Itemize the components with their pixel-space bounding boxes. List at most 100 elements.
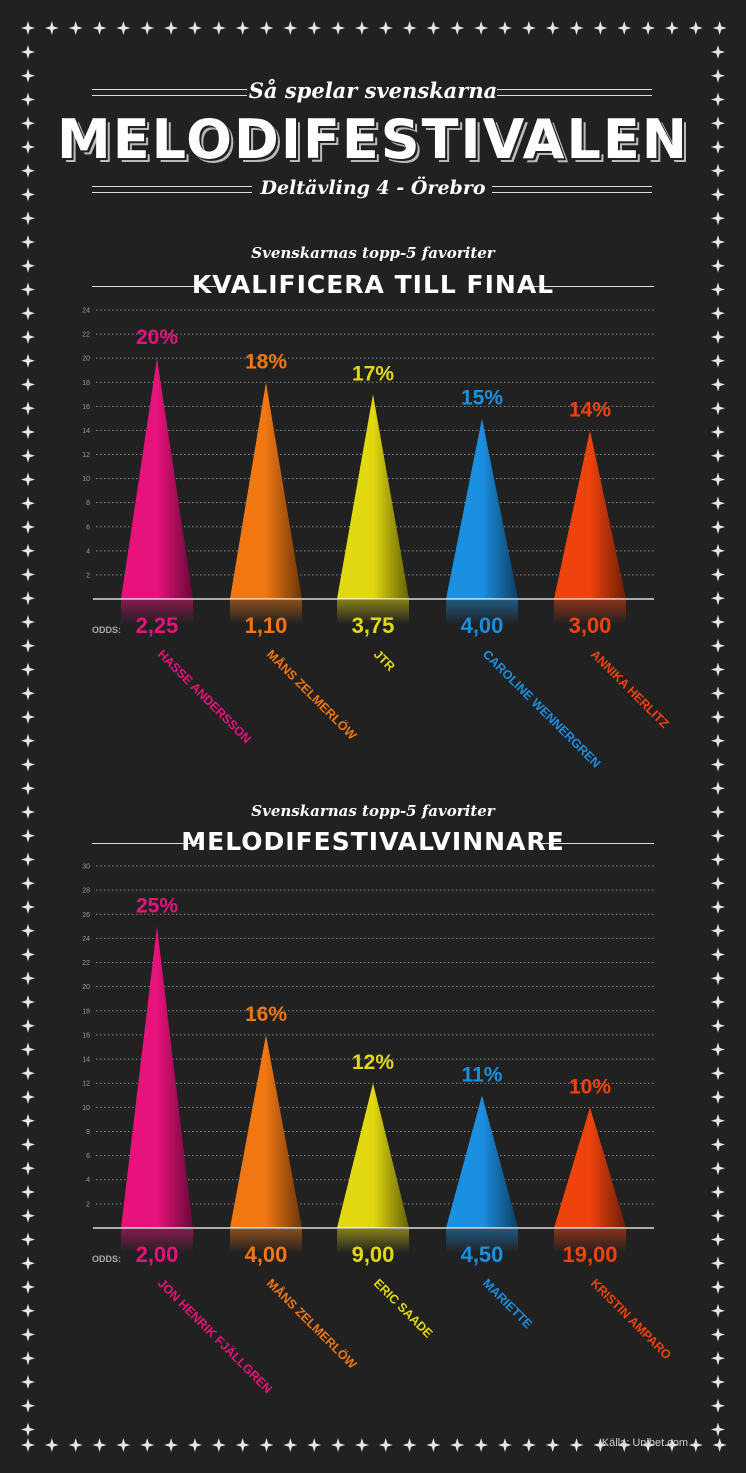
star-icon	[283, 1438, 298, 1452]
header-rule-top-left	[92, 89, 247, 96]
y-tick-label: 24	[82, 936, 90, 943]
y-tick-label: 18	[82, 380, 90, 387]
y-tick-label: 30	[82, 864, 90, 871]
star-icon	[354, 1438, 369, 1452]
category-label: ERIC SAADE	[371, 1276, 435, 1340]
category-label: KRISTIN AMPARO	[588, 1276, 674, 1362]
section1-rule-right	[530, 286, 654, 287]
star-icon	[164, 1438, 179, 1452]
star-icon	[187, 1438, 202, 1452]
y-tick-label: 10	[82, 476, 90, 483]
y-tick-label: 22	[82, 960, 90, 967]
data-label: 20%	[136, 326, 178, 349]
data-label: 25%	[136, 894, 178, 917]
bar	[337, 394, 409, 599]
bar	[554, 430, 626, 599]
data-label: 18%	[245, 350, 287, 373]
odds-value: 2,00	[136, 1242, 179, 1267]
star-icon	[450, 1438, 465, 1452]
y-tick-label: 2	[86, 1201, 90, 1208]
star-icon	[688, 1438, 703, 1452]
section1-title: KVALIFICERA TILL FINAL	[191, 270, 555, 299]
y-tick-label: 22	[82, 332, 90, 339]
bar-reflection	[230, 600, 302, 624]
star-icon	[712, 1438, 727, 1452]
data-label: 10%	[569, 1075, 611, 1098]
star-icon	[116, 1438, 131, 1452]
star-icon	[44, 1438, 59, 1452]
data-label: 12%	[352, 1051, 394, 1074]
data-label: 17%	[352, 362, 394, 385]
section2-label: Svenskarnas topp-5 favoriter	[251, 802, 495, 820]
y-tick-label: 20	[82, 984, 90, 991]
bar-reflection	[121, 1229, 193, 1253]
y-tick-label: 26	[82, 912, 90, 919]
section2-rule-right	[542, 843, 654, 844]
star-icon	[331, 1438, 346, 1452]
odds-value: 4,50	[461, 1242, 504, 1267]
y-tick-label: 2	[86, 572, 90, 579]
bar-reflection	[230, 1229, 302, 1253]
y-tick-label: 16	[82, 1032, 90, 1039]
star-icon	[426, 1438, 441, 1452]
data-label: 11%	[462, 1063, 503, 1086]
bar	[121, 358, 193, 599]
odds-value: 4,00	[461, 613, 504, 638]
star-icon	[140, 1438, 155, 1452]
data-label: 15%	[461, 386, 503, 409]
bar-reflection	[446, 600, 518, 624]
bar	[337, 1083, 409, 1228]
data-label: 14%	[569, 398, 611, 421]
source-note: Källa: Unibet.com	[601, 1437, 688, 1449]
star-icon	[474, 1438, 489, 1452]
odds-label: ODDS:	[92, 625, 121, 635]
section2-title: MELODIFESTIVALVINNARE	[181, 827, 565, 856]
bar-reflection	[554, 600, 626, 624]
y-tick-label: 8	[86, 1129, 90, 1136]
y-tick-label: 14	[82, 428, 90, 435]
y-tick-label: 20	[82, 356, 90, 363]
bar-reflection	[121, 600, 193, 624]
y-tick-label: 8	[86, 500, 90, 507]
bar	[230, 1034, 302, 1228]
odds-label: ODDS:	[92, 1254, 121, 1264]
odds-value: 4,00	[245, 1242, 288, 1267]
section1-rule-left	[92, 286, 216, 287]
y-tick-label: 10	[82, 1105, 90, 1112]
odds-value: 2,25	[136, 613, 179, 638]
y-tick-label: 12	[82, 452, 90, 459]
header-subtitle: Så spelar svenskarna	[248, 78, 498, 103]
bar-reflection	[337, 1229, 409, 1253]
star-icon	[259, 1438, 274, 1452]
bar-reflection	[446, 1229, 518, 1253]
y-tick-label: 6	[86, 524, 90, 531]
category-label: JON HENRIK FJÄLLGREN	[155, 1276, 276, 1397]
star-icon	[307, 1438, 322, 1452]
header-rule-bottom-left	[92, 186, 252, 193]
header-rule-bottom-right	[492, 186, 652, 193]
bar-reflection	[337, 600, 409, 624]
y-tick-label: 24	[82, 308, 90, 315]
y-tick-label: 4	[86, 548, 90, 555]
section1-label: Svenskarnas topp-5 favoriter	[251, 244, 495, 262]
y-tick-label: 18	[82, 1008, 90, 1015]
section2-rule-left	[92, 843, 204, 844]
bar	[121, 926, 193, 1228]
data-label: 16%	[245, 1003, 287, 1026]
bar-reflection	[554, 1229, 626, 1253]
star-icon	[569, 1438, 584, 1452]
star-icon	[378, 1438, 393, 1452]
y-tick-label: 14	[82, 1057, 90, 1064]
category-label: MÅNS ZELMERLÖW	[264, 1276, 360, 1372]
star-icon	[711, 1422, 725, 1437]
bar	[554, 1107, 626, 1228]
y-tick-label: 6	[86, 1153, 90, 1160]
odds-value: 19,00	[562, 1242, 617, 1267]
star-icon	[402, 1438, 417, 1452]
star-icon	[92, 1438, 107, 1452]
odds-value: 3,00	[569, 613, 612, 638]
header-event: Deltävling 4 - Örebro	[260, 177, 486, 199]
y-tick-label: 4	[86, 1177, 90, 1184]
star-icon	[68, 1438, 83, 1452]
